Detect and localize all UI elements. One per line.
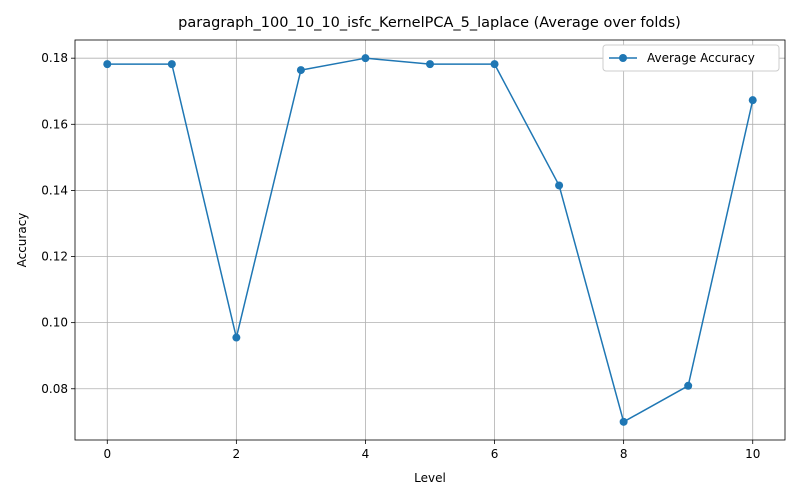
legend-marker <box>619 54 627 62</box>
x-tick-label: 2 <box>233 447 241 461</box>
x-tick-label: 4 <box>362 447 370 461</box>
legend: Average Accuracy <box>602 44 780 72</box>
y-tick-label: 0.16 <box>41 117 68 131</box>
y-axis-label: Accuracy <box>15 213 29 268</box>
data-point <box>103 60 112 69</box>
data-point <box>684 381 693 390</box>
x-axis-label: Level <box>414 471 446 485</box>
y-tick-label: 0.14 <box>41 183 68 197</box>
y-tick-label: 0.18 <box>41 51 68 65</box>
data-point <box>296 66 305 75</box>
data-point <box>361 54 370 63</box>
plot-frame <box>74 39 786 441</box>
y-axis: 0.08 0.10 0.12 0.14 0.16 0.18 <box>41 51 75 396</box>
x-tick-label: 0 <box>103 447 111 461</box>
data-point <box>748 96 757 105</box>
y-tick-label: 0.10 <box>41 316 68 330</box>
series-layer <box>103 54 757 426</box>
data-point <box>555 181 564 190</box>
legend-label: Average Accuracy <box>647 51 755 65</box>
data-point <box>619 417 628 426</box>
chart-title: paragraph_100_10_10_isfc_KernelPCA_5_lap… <box>178 15 681 31</box>
legend-box <box>602 44 780 72</box>
data-point <box>426 60 434 69</box>
grid <box>75 40 785 440</box>
x-tick-label: 10 <box>745 447 760 461</box>
data-point <box>167 60 176 69</box>
x-tick-label: 8 <box>620 447 628 461</box>
x-axis: 0 2 4 6 8 10 <box>103 440 760 461</box>
data-point <box>490 60 499 69</box>
x-tick-label: 6 <box>491 447 499 461</box>
y-tick-label: 0.12 <box>41 250 68 264</box>
y-tick-label: 0.08 <box>41 382 68 396</box>
data-point <box>232 333 241 342</box>
